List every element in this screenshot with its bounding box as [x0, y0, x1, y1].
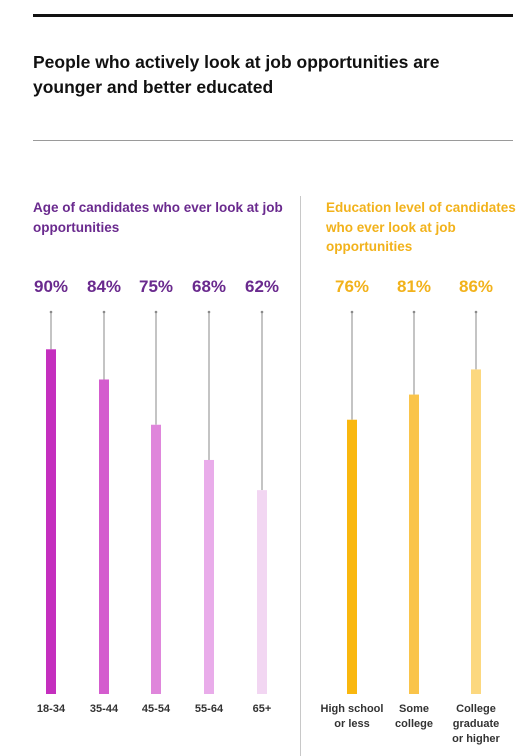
edu-bar [347, 419, 357, 694]
age-value-label: 68% [192, 277, 226, 296]
edu-leader-dot [350, 310, 354, 314]
top-rule [33, 14, 513, 17]
age-bar [204, 459, 214, 694]
age-leader-dot [207, 310, 211, 314]
age-value-label: 62% [245, 277, 279, 296]
edu-category-label: or less [334, 718, 369, 730]
education-chart-title: Education level of candidates who ever l… [326, 200, 516, 254]
edu-leader-dot [474, 310, 478, 314]
age-category-label: 45-54 [142, 703, 171, 715]
age-category-label: 65+ [253, 703, 272, 715]
edu-category-label: or higher [452, 733, 500, 745]
panel-divider [300, 196, 301, 756]
age-leader-dot [260, 310, 264, 314]
age-leader-dot [154, 310, 158, 314]
edu-bar [471, 369, 481, 694]
age-category-label: 55-64 [195, 703, 224, 715]
edu-leader-dot [412, 310, 416, 314]
edu-category-label: Some [399, 703, 429, 715]
edu-bar [409, 394, 419, 694]
age-value-label: 84% [87, 277, 121, 296]
age-value-label: 90% [34, 277, 68, 296]
page-title: People who actively look at job opportun… [33, 52, 440, 97]
age-value-label: 75% [139, 277, 173, 296]
age-chart-title: Age of candidates who ever look at job o… [33, 200, 283, 235]
edu-category-label: College [456, 703, 496, 715]
edu-category-label: High school [321, 703, 384, 715]
edu-category-label: graduate [453, 718, 499, 730]
age-bar [46, 349, 56, 694]
age-category-label: 18-34 [37, 703, 66, 715]
age-leader-dot [102, 310, 106, 314]
age-bar [99, 379, 109, 694]
title-divider [33, 140, 513, 141]
edu-value-label: 76% [335, 277, 369, 296]
age-category-label: 35-44 [90, 703, 119, 715]
edu-value-label: 86% [459, 277, 493, 296]
age-leader-dot [49, 310, 53, 314]
edu-category-label: college [395, 718, 433, 730]
edu-value-label: 81% [397, 277, 431, 296]
age-bar [257, 490, 267, 694]
age-bar [151, 424, 161, 694]
